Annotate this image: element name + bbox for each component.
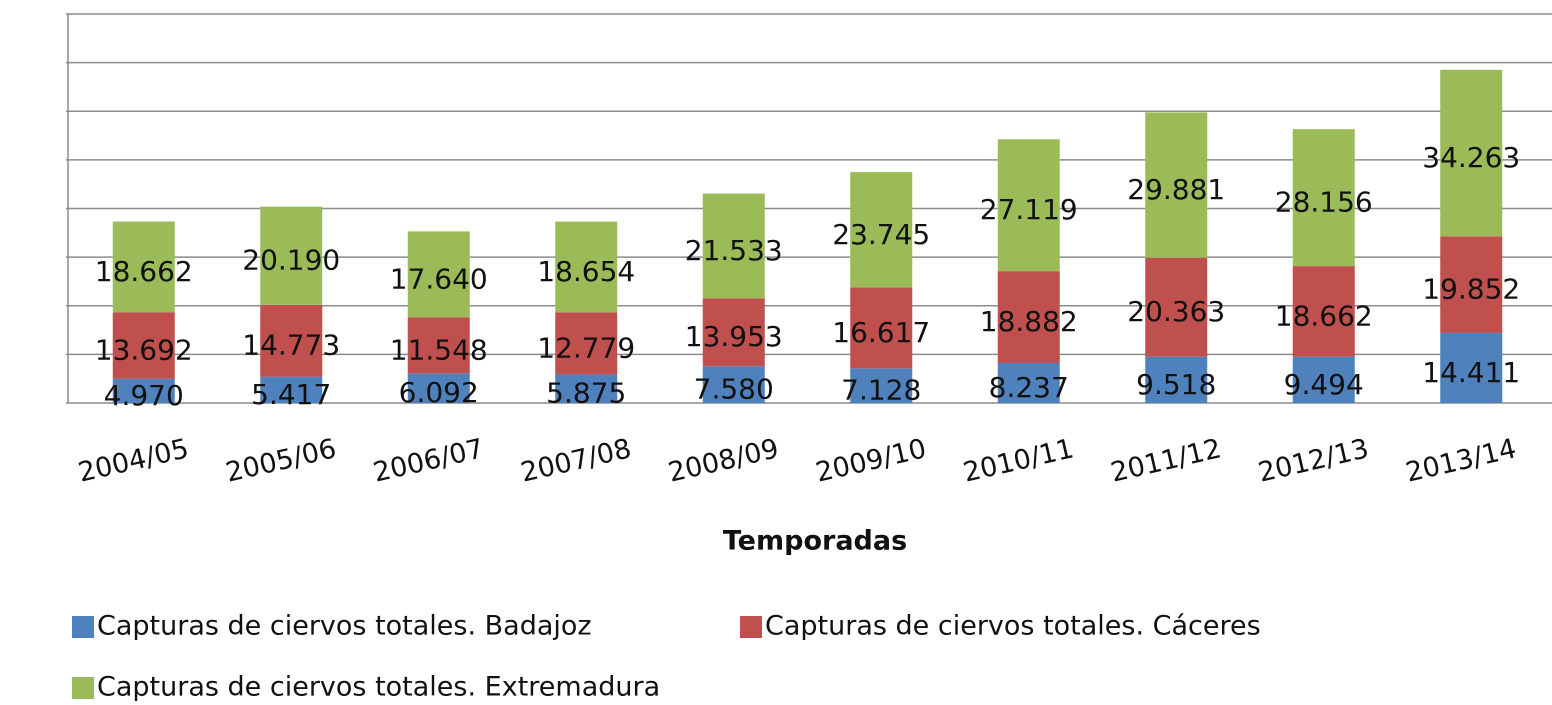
bar-segment <box>112 378 175 403</box>
value-label: 5.417 <box>251 378 331 411</box>
bar-segment <box>997 271 1060 363</box>
value-label: 18.654 <box>537 255 635 288</box>
value-label: 9.494 <box>1284 368 1364 401</box>
x-tick-label: 2009/10 <box>813 433 929 488</box>
bar-segment <box>555 374 618 403</box>
x-tick-label: 2007/08 <box>518 433 634 488</box>
bar-segment <box>407 373 470 403</box>
bar-segment <box>850 172 913 288</box>
value-label: 20.363 <box>1127 295 1225 328</box>
bar-segment <box>850 287 913 369</box>
value-label: 23.745 <box>832 218 930 251</box>
bar-segment <box>702 298 765 367</box>
x-tick-label: 2012/13 <box>1255 433 1371 488</box>
value-label: 21.533 <box>685 234 783 267</box>
value-label: 8.237 <box>989 371 1069 404</box>
bar-segment <box>260 206 323 305</box>
x-tick-label: 2004/05 <box>75 433 191 488</box>
value-label: 34.263 <box>1422 141 1520 174</box>
x-tick-label: 2006/07 <box>370 433 486 488</box>
value-label: 14.411 <box>1422 356 1520 389</box>
value-label: 17.640 <box>390 262 488 295</box>
bar-segment <box>260 304 323 377</box>
legend-label: Capturas de ciervos totales. Extremadura <box>97 672 660 702</box>
value-label: 11.548 <box>390 333 488 366</box>
x-tick-label: 2010/11 <box>960 433 1076 488</box>
value-label: 18.662 <box>95 255 193 288</box>
bar-segment <box>702 193 765 299</box>
value-label: 9.518 <box>1136 368 1216 401</box>
bar-segment <box>1292 266 1355 357</box>
value-label: 14.773 <box>242 329 340 362</box>
value-label: 29.881 <box>1127 173 1225 206</box>
bar-segment <box>997 139 1060 272</box>
value-label: 16.617 <box>832 316 930 349</box>
bar-segment <box>1145 356 1208 403</box>
bar-segment <box>1440 69 1503 237</box>
value-label: 13.692 <box>95 334 193 367</box>
bar-segment <box>1440 236 1503 333</box>
bar-segment <box>850 368 913 403</box>
bar-segment <box>1292 129 1355 267</box>
bar-segment <box>407 317 470 374</box>
value-label: 13.953 <box>685 320 783 353</box>
value-label: 18.662 <box>1275 299 1373 332</box>
bar-segment <box>112 312 175 379</box>
bar-segment <box>1292 356 1355 403</box>
value-label: 18.882 <box>980 305 1078 338</box>
value-label: 6.092 <box>399 376 479 409</box>
legend-label: Capturas de ciervos totales. Cáceres <box>765 611 1261 642</box>
x-tick-label: 2008/09 <box>665 433 781 488</box>
bar-segment <box>260 376 323 403</box>
bar-segment <box>1440 332 1503 403</box>
value-label: 7.128 <box>841 374 921 407</box>
x-axis-title: Temporadas <box>723 526 907 557</box>
x-tick-label: 2005/06 <box>223 433 339 488</box>
legend-label: Capturas de ciervos totales. Badajoz <box>97 611 592 642</box>
value-label: 20.190 <box>242 244 340 277</box>
bar-segment <box>407 231 470 318</box>
bar-segment <box>555 312 618 375</box>
legend-swatch <box>740 616 762 638</box>
value-label: 12.779 <box>537 331 635 364</box>
value-label: 4.970 <box>104 379 184 412</box>
bar-segment <box>112 221 175 313</box>
bar-segment <box>555 221 618 313</box>
bar-segment <box>997 362 1060 403</box>
legend-swatch <box>72 677 94 699</box>
value-label: 5.875 <box>546 377 626 410</box>
bar-segment <box>1145 257 1208 357</box>
value-label: 27.119 <box>980 193 1078 226</box>
x-tick-label: 2011/12 <box>1108 433 1224 488</box>
bar-segment <box>1145 112 1208 258</box>
value-label: 28.156 <box>1275 186 1373 219</box>
value-label: 7.580 <box>694 373 774 406</box>
x-tick-label: 2013/14 <box>1403 433 1519 488</box>
value-label: 19.852 <box>1422 273 1520 306</box>
bar-segment <box>702 366 765 403</box>
legend-swatch <box>72 616 94 638</box>
